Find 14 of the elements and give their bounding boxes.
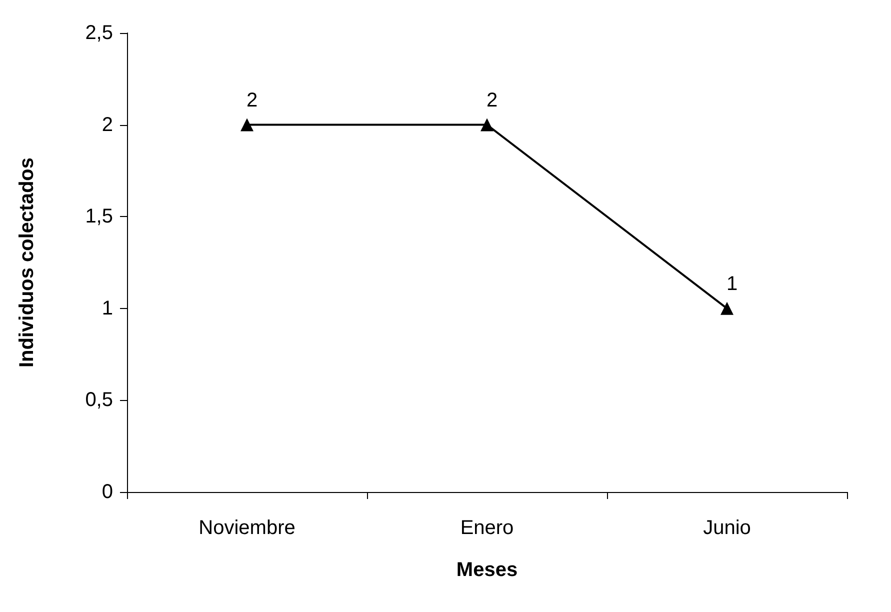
y-axis-title: Individuos colectados: [16, 157, 38, 368]
y-tick-label: 2,5: [85, 22, 113, 44]
x-tick-label: Junio: [703, 517, 751, 539]
y-tick-label: 1: [102, 297, 113, 320]
x-axis-title: Meses: [456, 559, 518, 581]
y-tick-label: 2: [102, 114, 113, 136]
x-tick-label: Noviembre: [198, 517, 296, 539]
y-tick-label: 1,5: [85, 206, 113, 228]
data-label: 2: [486, 89, 498, 112]
x-tick-label: Enero: [460, 517, 514, 539]
data-label: 1: [726, 272, 738, 295]
y-tick-label: 0: [102, 481, 113, 503]
y-tick-label: 0,5: [85, 389, 113, 412]
data-label: 2: [246, 89, 258, 112]
